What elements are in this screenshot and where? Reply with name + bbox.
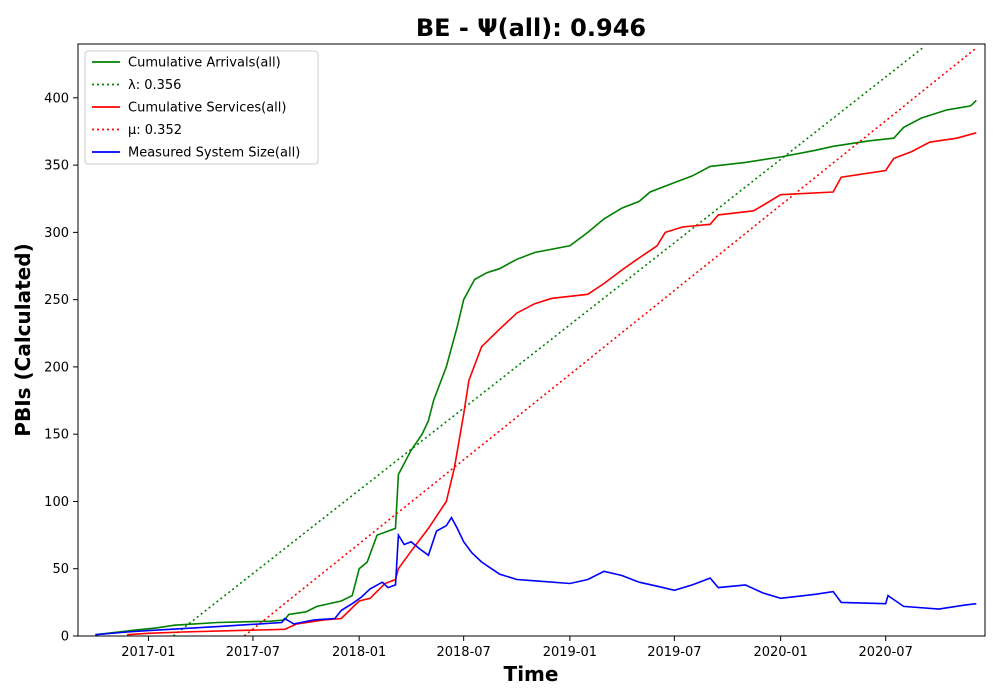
series-layer <box>95 47 977 636</box>
series-line-4 <box>243 47 977 636</box>
y-tick-label: 400 <box>44 91 69 106</box>
series-line-1 <box>95 99 977 636</box>
y-tick-label: 350 <box>44 159 69 174</box>
x-axis: 2017-01 2017-07 2018-01 2018-07 2019-01 2019-… <box>121 636 913 660</box>
legend-label: μ: 0.352 <box>128 123 182 138</box>
legend-label: Cumulative Arrivals(all) <box>128 56 281 71</box>
y-tick-label: 150 <box>44 428 69 443</box>
y-axis-label: PBIs (Calculated) <box>11 243 35 436</box>
x-tick-label: 2018-07 <box>436 645 490 660</box>
y-tick-label: 100 <box>44 495 69 510</box>
series-line-5 <box>95 516 977 636</box>
y-tick-label: 0 <box>61 630 69 645</box>
x-tick-label: 2018-01 <box>332 645 386 660</box>
legend-label: Measured System Size(all) <box>128 146 300 161</box>
series-line-3 <box>127 132 977 636</box>
legend: Cumulative Arrivals(all) λ: 0.356 Cumulati… <box>84 50 319 165</box>
y-tick-label: 200 <box>44 360 69 375</box>
y-tick-label: 250 <box>44 293 69 308</box>
legend-label: λ: 0.356 <box>128 78 181 93</box>
legend-box <box>84 50 319 165</box>
plot-frame <box>77 43 986 637</box>
series-line-2 <box>172 47 924 636</box>
x-tick-label: 2017-07 <box>226 645 280 660</box>
x-tick-label: 2019-01 <box>543 645 597 660</box>
chart-title: BE - Ψ(all): 0.946 <box>416 14 646 42</box>
y-tick-label: 50 <box>52 562 69 577</box>
x-tick-label: 2017-01 <box>121 645 175 660</box>
legend-label: Cumulative Services(all) <box>128 101 286 116</box>
x-axis-label: Time <box>504 662 559 686</box>
y-tick-label: 300 <box>44 226 69 241</box>
x-tick-label: 2020-07 <box>859 645 913 660</box>
x-tick-label: 2020-01 <box>753 645 807 660</box>
y-axis: 0 50 100 150 200 250 300 350 400 <box>44 91 78 645</box>
x-tick-label: 2019-07 <box>647 645 701 660</box>
